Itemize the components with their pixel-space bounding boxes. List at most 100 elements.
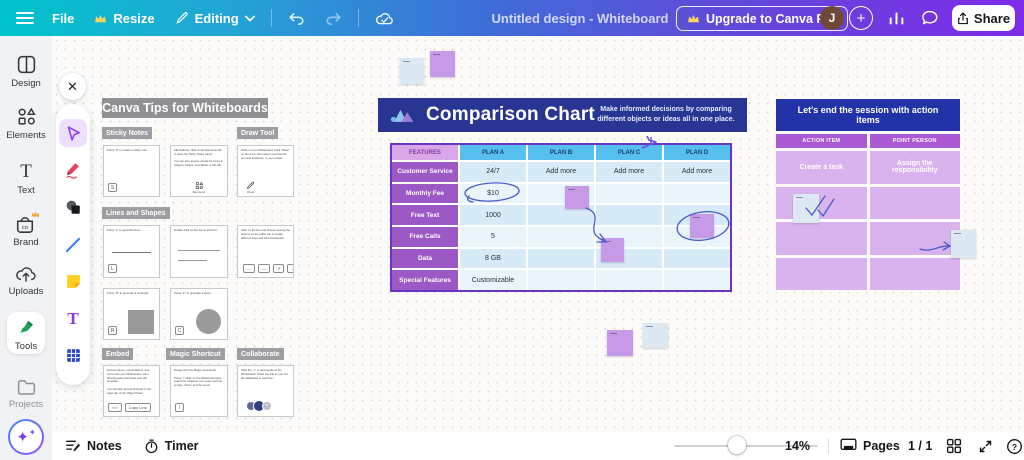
sidebar-item-projects[interactable]: Projects bbox=[0, 378, 52, 410]
row-header[interactable]: Free Text bbox=[392, 205, 458, 225]
table-cell[interactable]: Assign the responsibility bbox=[869, 151, 960, 184]
row-header[interactable]: Free Calls bbox=[392, 226, 458, 247]
section-badge-lines-shapes[interactable]: Lines and Shapes bbox=[102, 207, 170, 219]
sticky-note[interactable] bbox=[601, 238, 624, 262]
text-tool[interactable]: T bbox=[59, 305, 87, 333]
sidebar-item-text[interactable]: T Text bbox=[0, 162, 52, 197]
sticky-note[interactable] bbox=[643, 323, 668, 348]
zoom-level[interactable]: 14% bbox=[785, 439, 811, 453]
table-cell[interactable] bbox=[596, 270, 662, 290]
share-button[interactable]: Share bbox=[952, 5, 1015, 31]
table-cell[interactable]: 5 bbox=[460, 226, 526, 247]
sticky-note[interactable] bbox=[400, 58, 424, 84]
row-header[interactable]: Special Features bbox=[392, 270, 458, 290]
tip-card-rectangle[interactable]: Press "R" to generate a rectangle. R bbox=[103, 288, 160, 340]
section-badge-magic-shortcut[interactable]: Magic Shortcut bbox=[166, 348, 225, 360]
table-cell[interactable] bbox=[596, 183, 662, 204]
column-header-plan-d[interactable]: PLAN D bbox=[664, 145, 730, 160]
row-header[interactable]: Monthly Fee bbox=[392, 183, 458, 204]
magic-assistant-button[interactable]: ✦✦ bbox=[8, 419, 44, 455]
table-cell[interactable] bbox=[528, 205, 594, 225]
resize-button[interactable]: Resize bbox=[84, 0, 164, 36]
tips-title[interactable]: Canva Tips for Whiteboards bbox=[102, 98, 268, 118]
sticky-note[interactable] bbox=[430, 51, 455, 77]
row-header[interactable]: Customer Service bbox=[392, 162, 458, 182]
sticky-note[interactable] bbox=[565, 186, 589, 209]
zoom-slider-handle[interactable] bbox=[728, 436, 746, 454]
tip-card-sticky-1[interactable]: Press "S" to create a sticky note. S bbox=[103, 145, 160, 197]
table-cell[interactable]: Add more bbox=[528, 162, 594, 182]
insights-button[interactable] bbox=[884, 7, 908, 29]
draw-tool[interactable] bbox=[59, 156, 87, 184]
table-cell[interactable] bbox=[869, 257, 960, 290]
table-cell[interactable] bbox=[528, 248, 594, 269]
table-cell[interactable] bbox=[596, 205, 662, 225]
table-cell[interactable]: Add more bbox=[664, 162, 730, 182]
tip-card-embed[interactable]: Embed videos, presentations, and more on… bbox=[103, 365, 160, 417]
sidebar-item-uploads[interactable]: Uploads bbox=[0, 264, 52, 297]
section-badge-embed[interactable]: Embed bbox=[102, 348, 134, 360]
design-title[interactable]: Untitled design - Whiteboard bbox=[491, 10, 669, 26]
add-member-button[interactable]: + bbox=[849, 6, 873, 30]
sticky-note[interactable] bbox=[951, 230, 976, 258]
timer-button[interactable]: Timer bbox=[144, 438, 199, 454]
table-cell[interactable]: 1000 bbox=[460, 205, 526, 225]
upgrade-to-pro-button[interactable]: Upgrade to Canva Pro bbox=[676, 6, 849, 31]
tip-card-sticky-2[interactable]: Alternatively, click on the Elements tab… bbox=[170, 145, 228, 197]
help-button[interactable]: ? bbox=[1006, 438, 1023, 455]
section-badge-draw-tool[interactable]: Draw Tool bbox=[237, 127, 279, 139]
section-badge-sticky-notes[interactable]: Sticky Notes bbox=[102, 127, 153, 139]
column-header-plan-a[interactable]: PLAN A bbox=[460, 145, 526, 160]
table-cell[interactable] bbox=[528, 226, 594, 247]
tip-card-lines-3[interactable]: Click on the line and choose among the o… bbox=[237, 225, 294, 278]
close-toolbar-button[interactable]: ✕ bbox=[59, 73, 86, 100]
sidebar-item-tools[interactable]: Tools bbox=[0, 312, 52, 354]
column-header-features[interactable]: FEATURES bbox=[392, 145, 458, 160]
tip-card-draw[interactable]: Draw on your Whiteboard. Click "Draw" on… bbox=[237, 145, 294, 197]
table-cell[interactable] bbox=[776, 222, 867, 255]
tip-card-collaborate[interactable]: Click the "+" to add people to the White… bbox=[237, 365, 294, 417]
table-tool[interactable] bbox=[59, 342, 87, 370]
table-cell[interactable]: 8 GB bbox=[460, 248, 526, 269]
avatar[interactable]: J bbox=[820, 6, 844, 30]
tip-card-lines-1[interactable]: Press "L" to generate lines. L bbox=[103, 225, 160, 278]
sticky-note-tool[interactable] bbox=[59, 268, 87, 296]
shapes-tool[interactable] bbox=[59, 193, 87, 221]
select-tool[interactable] bbox=[59, 119, 87, 148]
row-header[interactable]: Data bbox=[392, 248, 458, 269]
sidebar-item-brand[interactable]: co Brand bbox=[0, 211, 52, 248]
tip-card-magic-shortcut[interactable]: Design with the Magic commands. Press "/… bbox=[170, 365, 228, 417]
notes-button[interactable]: Notes bbox=[65, 439, 122, 453]
comparison-table[interactable]: FEATURES PLAN A PLAN B PLAN C PLAN D Cus… bbox=[390, 143, 732, 292]
sticky-note[interactable] bbox=[690, 214, 714, 238]
table-cell[interactable]: Customizable bbox=[460, 270, 526, 290]
grid-view-button[interactable] bbox=[946, 438, 962, 454]
table-cell[interactable] bbox=[664, 183, 730, 204]
table-cell[interactable] bbox=[869, 186, 960, 219]
table-cell[interactable]: 24/7 bbox=[460, 162, 526, 182]
file-button[interactable]: File bbox=[42, 0, 84, 36]
cloud-save-status[interactable] bbox=[365, 0, 404, 36]
editing-mode-button[interactable]: Editing bbox=[165, 0, 265, 36]
undo-button[interactable] bbox=[278, 0, 315, 36]
table-cell[interactable] bbox=[776, 257, 867, 290]
redo-button[interactable] bbox=[315, 0, 352, 36]
whiteboard-canvas[interactable]: Canva Tips for Whiteboards Sticky Notes … bbox=[52, 36, 1024, 432]
column-header-plan-b[interactable]: PLAN B bbox=[528, 145, 594, 160]
comparison-chart-banner[interactable]: Comparison Chart Make informed decisions… bbox=[378, 98, 747, 132]
comments-button[interactable] bbox=[918, 7, 942, 29]
column-header-point-person[interactable]: POINT PERSON bbox=[869, 134, 960, 148]
column-header-plan-c[interactable]: PLAN C bbox=[596, 145, 662, 160]
table-cell[interactable]: Create a task bbox=[776, 151, 867, 184]
sidebar-item-design[interactable]: Design bbox=[0, 54, 52, 89]
tip-card-circle[interactable]: Press "C" to generate a circle. C bbox=[170, 288, 228, 340]
section-badge-collaborate[interactable]: Collaborate bbox=[237, 348, 284, 360]
menu-icon[interactable] bbox=[16, 12, 34, 24]
line-tool[interactable] bbox=[59, 231, 87, 259]
table-cell[interactable] bbox=[664, 270, 730, 290]
zoom-slider-track[interactable] bbox=[674, 445, 818, 447]
table-cell[interactable] bbox=[664, 248, 730, 269]
pages-button[interactable]: Pages bbox=[840, 438, 900, 453]
sidebar-item-elements[interactable]: Elements bbox=[0, 106, 52, 141]
tip-card-lines-2[interactable]: Double-click on the line to add text. bbox=[170, 225, 228, 278]
